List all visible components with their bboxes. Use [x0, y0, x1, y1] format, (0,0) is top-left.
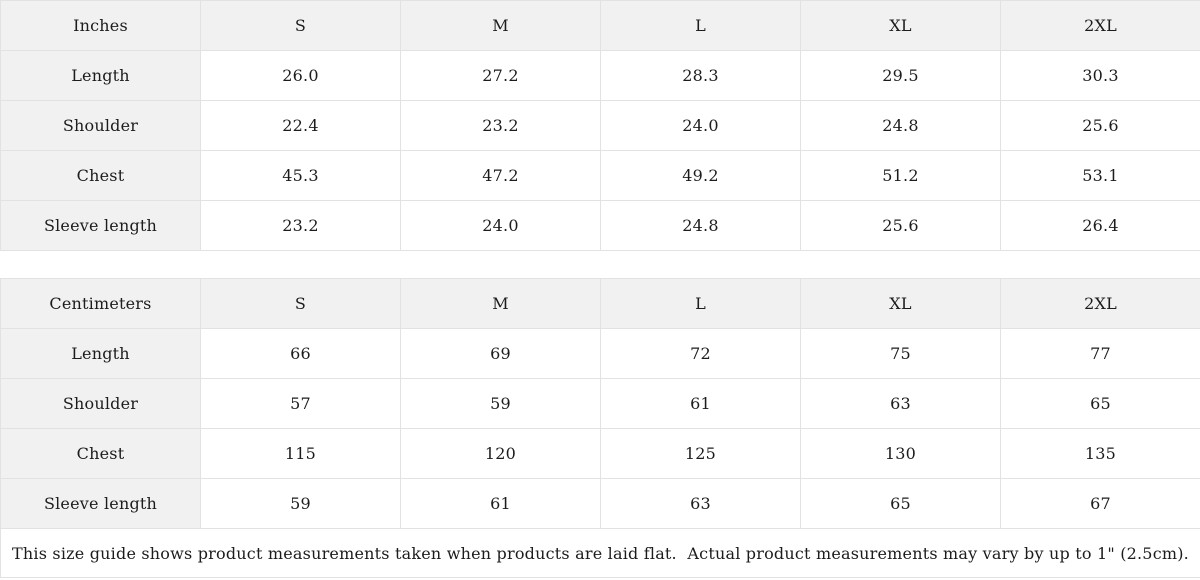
- measurement-value-cell: 30.3: [1000, 50, 1200, 101]
- measurement-label-cell: Sleeve length: [0, 478, 201, 529]
- measurement-value-cell: 23.2: [400, 100, 601, 151]
- measurement-value-cell: 135: [1000, 428, 1200, 479]
- measurement-value-cell: 25.6: [800, 200, 1001, 251]
- size-header-cell: L: [600, 0, 801, 51]
- measurement-value-cell: 24.8: [600, 200, 801, 251]
- measurement-value-cell: 61: [400, 478, 601, 529]
- measurement-value-cell: 59: [400, 378, 601, 429]
- measurement-row: Chest 45.3 47.2 49.2 51.2 53.1: [0, 150, 1200, 201]
- measurement-value-cell: 24.8: [800, 100, 1001, 151]
- size-table-footer: This size guide shows product measuremen…: [0, 528, 1200, 578]
- measurement-label-cell: Shoulder: [0, 378, 201, 429]
- measurement-row: Shoulder 22.4 23.2 24.0 24.8 25.6: [0, 100, 1200, 151]
- measurement-value-cell: 25.6: [1000, 100, 1200, 151]
- measurement-value-cell: 61: [600, 378, 801, 429]
- unit-header-cell: Centimeters: [0, 278, 201, 329]
- size-table-body: Inches S M L XL 2XL Length 26.0 27.2 28.3 29.5 30.3…: [0, 0, 1200, 529]
- measurement-value-cell: 24.0: [400, 200, 601, 251]
- measurement-value-cell: 26.4: [1000, 200, 1200, 251]
- measurement-value-cell: 29.5: [800, 50, 1001, 101]
- measurement-value-cell: 115: [200, 428, 401, 479]
- measurement-value-cell: 27.2: [400, 50, 601, 101]
- measurement-label-cell: Chest: [0, 150, 201, 201]
- measurement-value-cell: 22.4: [200, 100, 401, 151]
- measurement-value-cell: 77: [1000, 328, 1200, 379]
- measurement-value-cell: 69: [400, 328, 601, 379]
- measurement-value-cell: 130: [800, 428, 1001, 479]
- measurement-value-cell: 75: [800, 328, 1001, 379]
- measurement-value-cell: 72: [600, 328, 801, 379]
- measurement-label-cell: Sleeve length: [0, 200, 201, 251]
- size-header-cell: M: [400, 278, 601, 329]
- measurement-value-cell: 45.3: [200, 150, 401, 201]
- measurement-value-cell: 49.2: [600, 150, 801, 201]
- measurement-value-cell: 66: [200, 328, 401, 379]
- measurement-value-cell: 63: [600, 478, 801, 529]
- section-spacer-cell: [0, 250, 1200, 279]
- measurement-value-cell: 63: [800, 378, 1001, 429]
- size-header-cell: 2XL: [1000, 278, 1200, 329]
- measurement-value-cell: 120: [400, 428, 601, 479]
- measurement-label-cell: Shoulder: [0, 100, 201, 151]
- size-header-cell: XL: [800, 278, 1001, 329]
- measurement-value-cell: 67: [1000, 478, 1200, 529]
- measurement-value-cell: 125: [600, 428, 801, 479]
- section-spacer-row: [0, 250, 1200, 279]
- size-header-cell: 2XL: [1000, 0, 1200, 51]
- measurement-value-cell: 65: [800, 478, 1001, 529]
- measurement-value-cell: 65: [1000, 378, 1200, 429]
- size-header-cell: M: [400, 0, 601, 51]
- measurement-value-cell: 51.2: [800, 150, 1001, 201]
- unit-header-cell: Inches: [0, 0, 201, 51]
- measurement-value-cell: 24.0: [600, 100, 801, 151]
- measurement-row: Length 26.0 27.2 28.3 29.5 30.3: [0, 50, 1200, 101]
- measurement-value-cell: 59: [200, 478, 401, 529]
- measurement-label-cell: Length: [0, 50, 201, 101]
- measurement-label-cell: Chest: [0, 428, 201, 479]
- measurement-row: Sleeve length 59 61 63 65 67: [0, 478, 1200, 529]
- header-row-inches: Inches S M L XL 2XL: [0, 0, 1200, 51]
- measurement-value-cell: 57: [200, 378, 401, 429]
- size-header-cell: XL: [800, 0, 1001, 51]
- measurement-value-cell: 53.1: [1000, 150, 1200, 201]
- measurement-value-cell: 23.2: [200, 200, 401, 251]
- size-header-cell: S: [200, 278, 401, 329]
- size-header-cell: S: [200, 0, 401, 51]
- measurement-label-cell: Length: [0, 328, 201, 379]
- size-header-cell: L: [600, 278, 801, 329]
- header-row-centimeters: Centimeters S M L XL 2XL: [0, 278, 1200, 329]
- measurement-row: Chest 115 120 125 130 135: [0, 428, 1200, 479]
- measurement-row: Length 66 69 72 75 77: [0, 328, 1200, 379]
- note-text: This size guide shows product measuremen…: [0, 528, 1200, 578]
- measurement-value-cell: 28.3: [600, 50, 801, 101]
- measurement-row: Shoulder 57 59 61 63 65: [0, 378, 1200, 429]
- measurement-row: Sleeve length 23.2 24.0 24.8 25.6 26.4: [0, 200, 1200, 251]
- measurement-value-cell: 26.0: [200, 50, 401, 101]
- note-row: This size guide shows product measuremen…: [0, 528, 1200, 578]
- measurement-value-cell: 47.2: [400, 150, 601, 201]
